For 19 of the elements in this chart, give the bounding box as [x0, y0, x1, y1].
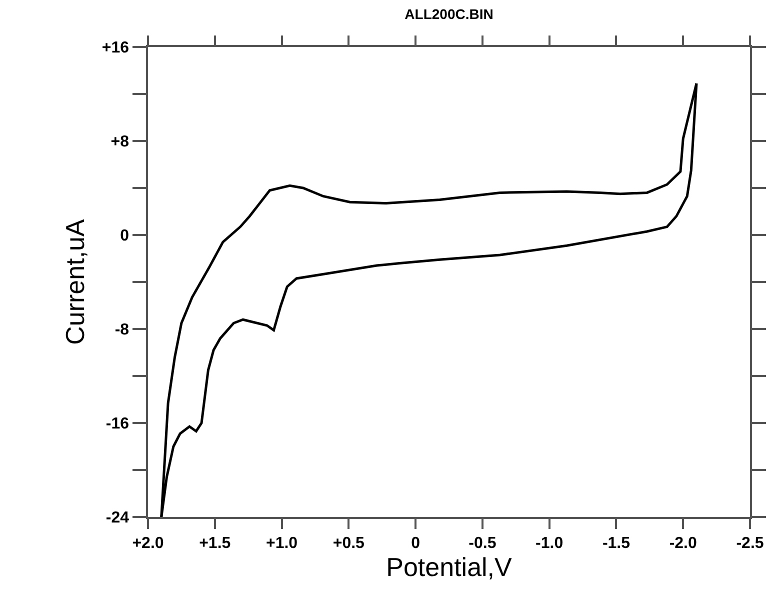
y-tick-label: -8	[114, 322, 130, 339]
x-tick-label: -1.5	[602, 534, 630, 552]
y-tick-label: -16	[106, 416, 130, 433]
x-axis-title: Potential,V	[386, 552, 513, 582]
x-tick-label: +1.5	[199, 534, 231, 552]
x-tick-label: 0	[411, 534, 420, 552]
x-tick-label: -0.5	[468, 534, 496, 552]
x-tick-label: -2.5	[736, 534, 764, 552]
x-tick-label: +1.0	[266, 534, 298, 552]
x-tick-label: -1.0	[536, 534, 564, 552]
x-tick-label: -2.0	[669, 534, 697, 552]
y-axis-title: Current,uA	[60, 218, 90, 345]
y-tick-label: -24	[106, 510, 130, 527]
y-tick-label: +16	[102, 40, 130, 57]
chart-title: ALL200C.BIN	[404, 6, 494, 22]
x-tick-label: +2.0	[132, 534, 164, 552]
y-tick-label: +8	[110, 134, 130, 151]
x-tick-label: +0.5	[332, 534, 365, 552]
y-tick-label: 0	[120, 228, 130, 245]
